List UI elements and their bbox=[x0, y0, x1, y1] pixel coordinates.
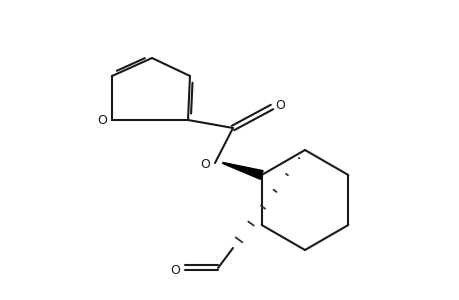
Polygon shape bbox=[222, 163, 263, 179]
Text: O: O bbox=[274, 98, 284, 112]
Text: O: O bbox=[200, 158, 209, 172]
Text: O: O bbox=[97, 115, 106, 128]
Text: O: O bbox=[170, 265, 179, 278]
